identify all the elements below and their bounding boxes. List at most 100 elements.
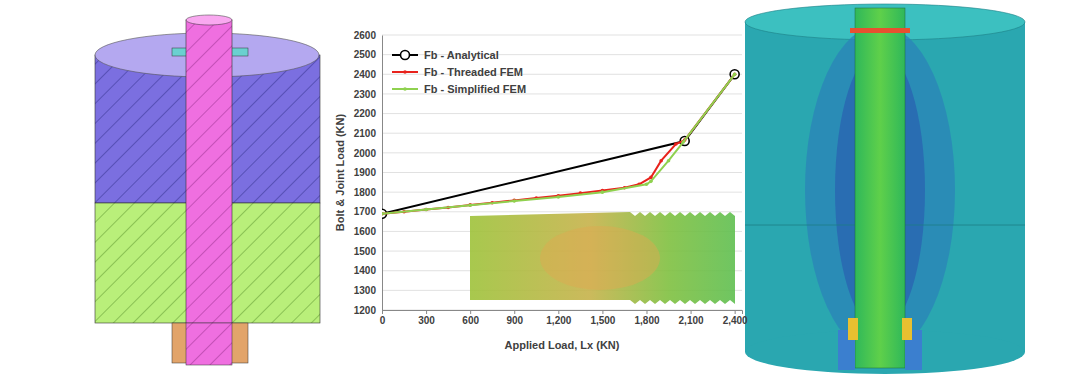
tick: 1400: [354, 265, 382, 276]
fem-hot-left: [848, 318, 858, 340]
data-point: [681, 140, 685, 144]
tick: 2500: [354, 49, 382, 60]
tick-label: 1400: [354, 265, 377, 276]
data-point: [645, 182, 649, 186]
x-axis: 0 300 600 900 1,200 1,500 1,800 2,100 2,400: [380, 310, 748, 326]
grid-line: [382, 35, 742, 36]
tick-mark: [602, 310, 603, 314]
data-point: [557, 195, 561, 199]
tick: 2,100: [679, 310, 704, 326]
data-point: [424, 208, 428, 212]
tick-label: 2400: [354, 69, 377, 80]
fem-bolt: [855, 8, 905, 368]
data-point: [512, 199, 516, 203]
data-point: [667, 159, 671, 163]
data-point: [659, 159, 663, 163]
legend-label: Fb - Analytical: [424, 49, 499, 61]
legend-item: Fb - Threaded FEM: [392, 66, 523, 78]
tick: 2100: [354, 128, 382, 139]
tick: 2400: [354, 69, 382, 80]
tick-mark: [691, 310, 692, 314]
data-point: [601, 190, 605, 194]
tick-label: 2600: [354, 30, 377, 41]
tick-label: 1700: [354, 206, 377, 217]
tick-mark: [646, 310, 647, 314]
data-point: [382, 212, 384, 216]
series-line: [382, 74, 735, 213]
data-point: [649, 180, 653, 184]
data-point: [468, 204, 472, 208]
tick: 1,800: [634, 310, 659, 326]
tick-label: 2,100: [679, 315, 704, 326]
cad-illustration: [95, 15, 320, 365]
tick-label: 1600: [354, 226, 377, 237]
x-axis-title: Applied Load, Lx (KN): [505, 339, 620, 351]
tick-label: 2300: [354, 89, 377, 100]
tick-label: 2500: [354, 49, 377, 60]
tick-label: 600: [462, 315, 479, 326]
grid-line: [382, 192, 742, 193]
tick-label: 2000: [354, 148, 377, 159]
bolt-end: [186, 323, 232, 365]
data-point: [674, 142, 678, 146]
legend-swatch: [392, 71, 418, 73]
series-line: [382, 74, 735, 213]
tick-label: 1500: [354, 246, 377, 257]
inset-image: [470, 212, 735, 304]
tick-label: 1,200: [546, 315, 571, 326]
tick-mark: [426, 310, 427, 314]
tick: 1,500: [590, 310, 615, 326]
fem-illustration: [745, 4, 1025, 374]
grid-line: [382, 152, 742, 153]
y-axis: 1200 1300 1400 1500 1600 1700 1800 1900 2000 2100…: [354, 30, 383, 316]
tick: 2,400: [723, 310, 748, 326]
inset-body: [470, 212, 735, 304]
y-axis-title: Bolt & Joint Load (KN): [334, 114, 346, 232]
tick: 1500: [354, 246, 382, 257]
tick: 2300: [354, 89, 382, 100]
tick-mark: [514, 310, 515, 314]
tick-label: 1,500: [590, 315, 615, 326]
grid-line: [382, 133, 742, 134]
tick: 2200: [354, 108, 382, 119]
tick: 300: [418, 310, 435, 326]
bolt-head: [186, 15, 232, 25]
legend-label: Fb - Threaded FEM: [424, 66, 523, 78]
inset-hot: [540, 226, 660, 290]
tick-label: 1200: [354, 305, 377, 316]
tick-label: 900: [506, 315, 523, 326]
tick: 2000: [354, 148, 382, 159]
data-point: [468, 203, 472, 207]
axis-line: [382, 36, 383, 311]
legend-marker: [403, 87, 407, 91]
bolt-shank: [186, 20, 232, 360]
grid-line: [382, 211, 742, 212]
tick: 1900: [354, 167, 382, 178]
tick: 1700: [354, 206, 382, 217]
data-point: [512, 199, 516, 203]
legend-swatch: [392, 88, 418, 90]
tick-label: 300: [418, 315, 435, 326]
tick: 900: [506, 310, 523, 326]
legend-item: Fb - Analytical: [392, 49, 499, 61]
legend-item: Fb - Simplified FEM: [392, 83, 526, 95]
tick: 0: [380, 310, 386, 326]
tick-label: 1800: [354, 187, 377, 198]
plot-area: [382, 35, 742, 310]
tick-mark: [382, 310, 383, 314]
grid-line: [382, 172, 742, 173]
series-line: [382, 74, 735, 213]
legend: Fb - Analytical Fb - Threaded FEM Fb - Sim…: [392, 49, 526, 95]
grid: [382, 35, 742, 310]
data-point: [382, 212, 384, 216]
tick-label: 2100: [354, 128, 377, 139]
grid-line: [382, 113, 742, 114]
tick-mark: [735, 310, 736, 314]
tick: 1200: [354, 305, 382, 316]
tick-mark: [470, 310, 471, 314]
series-group: [382, 70, 739, 218]
tick-label: 1300: [354, 285, 377, 296]
data-point: [733, 72, 737, 76]
tick: 600: [462, 310, 479, 326]
data-point: [424, 208, 428, 212]
